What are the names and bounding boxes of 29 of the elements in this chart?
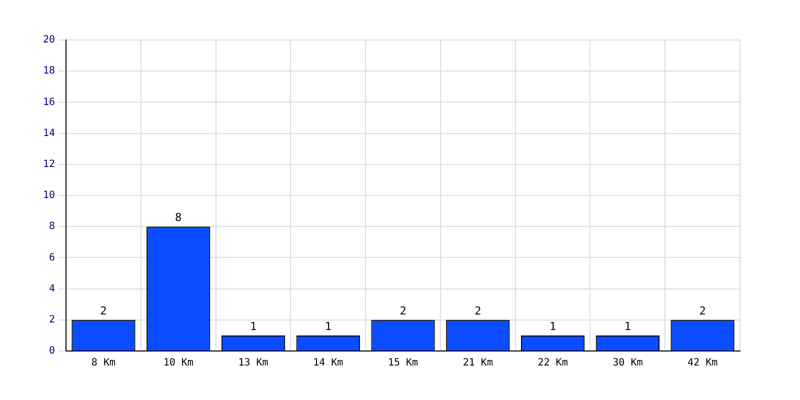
data-label: 2 xyxy=(474,304,482,318)
x-tick-label: 14 Km xyxy=(313,358,344,369)
y-tick-label: 4 xyxy=(49,283,56,294)
data-label: 2 xyxy=(100,304,107,318)
x-tick-label: 42 Km xyxy=(688,358,718,369)
y-tick-label: 8 xyxy=(49,221,56,232)
y-tick-label: 12 xyxy=(42,158,56,170)
data-label: 1 xyxy=(624,320,631,333)
data-label: 2 xyxy=(699,304,706,318)
y-tick-label: 6 xyxy=(49,252,56,264)
data-label: 1 xyxy=(250,320,257,333)
x-tick-label: 15 Km xyxy=(388,358,418,369)
data-label: 1 xyxy=(324,320,332,333)
data-label: 8 xyxy=(175,210,182,224)
y-tick-label: 2 xyxy=(49,314,56,326)
y-tick-label: 14 xyxy=(42,128,56,139)
y-tick-label: 16 xyxy=(42,96,56,108)
data-label: 2 xyxy=(400,304,406,318)
y-tick-label: 0 xyxy=(49,346,56,357)
x-tick-label: 13 Km xyxy=(238,358,268,369)
x-tick-label: 8 Km xyxy=(91,358,116,369)
x-tick-label: 22 Km xyxy=(538,358,568,369)
y-tick-label: 18 xyxy=(42,66,56,77)
x-tick-label: 10 Km xyxy=(163,358,194,369)
y-tick-label: 20 xyxy=(42,34,56,46)
x-tick-label: 30 Km xyxy=(612,358,643,369)
x-tick-label: 21 Km xyxy=(462,358,493,369)
y-tick-label: 10 xyxy=(42,190,56,202)
data-label: 1 xyxy=(549,320,556,333)
